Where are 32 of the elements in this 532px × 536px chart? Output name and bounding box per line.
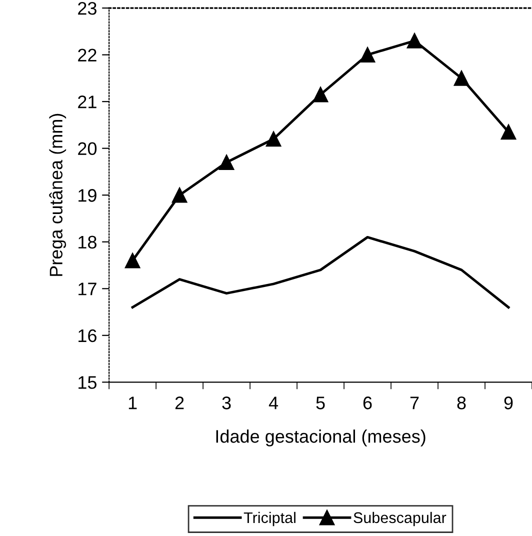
x-tick-label: 8 <box>457 396 466 410</box>
x-axis-title: Idade gestacional (meses) <box>216 430 426 446</box>
line-series <box>131 236 510 309</box>
x-tick-label: 1 <box>128 396 137 410</box>
y-tick-label: 22 <box>78 48 96 62</box>
point <box>406 33 422 48</box>
point <box>312 86 328 102</box>
x-tick-label: 5 <box>316 396 325 410</box>
x-tick-label: 2 <box>175 396 184 410</box>
y-tick-label: 20 <box>78 142 97 156</box>
y-tick-label: 16 <box>78 329 96 342</box>
x-tick-label: 9 <box>504 396 513 410</box>
point <box>218 154 234 170</box>
point <box>454 70 470 86</box>
legend-label: Triciptal <box>244 512 296 526</box>
y-tick-label: 15 <box>78 376 96 389</box>
point <box>266 131 282 147</box>
y-tick-label: 23 <box>78 2 96 15</box>
point <box>124 252 140 268</box>
y-axis-title: Prega cutânea (mm) <box>49 114 66 276</box>
x-tick-label: 7 <box>410 396 419 410</box>
point <box>360 47 376 62</box>
point <box>500 124 516 140</box>
y-tick-label: 21 <box>78 96 96 108</box>
x-tick-label: 4 <box>268 396 278 410</box>
x-tick-label: 6 <box>363 396 372 410</box>
y-tick-label: 18 <box>78 236 96 249</box>
x-tick-label: 3 <box>222 396 231 410</box>
y-tick-label: 17 <box>78 282 96 296</box>
y-tick-label: 19 <box>78 189 96 202</box>
legend-label: Subescapular <box>354 512 446 526</box>
point <box>172 187 188 203</box>
